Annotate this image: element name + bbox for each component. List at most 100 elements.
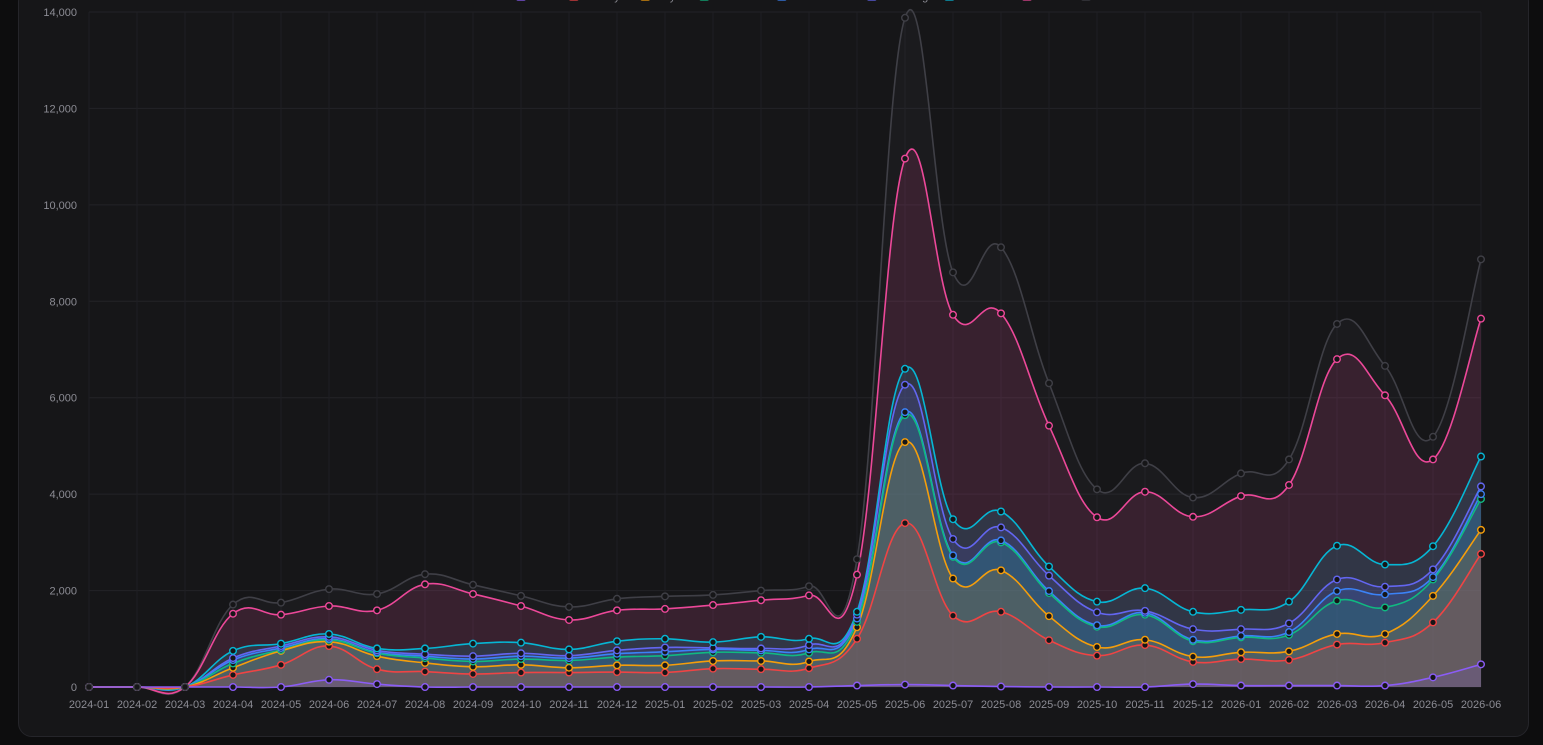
point-coaching[interactable] [997,523,1006,532]
point-coaching[interactable] [469,652,478,661]
point-other[interactable] [469,580,478,589]
point-anxiety[interactable] [757,665,766,674]
point-loan[interactable] [1476,660,1485,669]
point-doubt[interactable] [757,596,766,605]
point-other[interactable] [517,591,526,600]
point-silly[interactable] [901,438,910,447]
point-loan[interactable] [1188,680,1197,689]
point-schedule[interactable] [1332,541,1341,550]
point-schedule[interactable] [1284,597,1293,606]
point-schedule[interactable] [901,364,910,373]
point-doubt[interactable] [805,591,814,600]
point-loan[interactable] [1236,681,1245,690]
point-doubt[interactable] [421,580,430,589]
point-silly[interactable] [805,657,814,666]
point-silly[interactable] [1428,591,1437,600]
point-loan[interactable] [277,683,286,692]
point-loan[interactable] [228,683,237,692]
point-loan[interactable] [949,681,958,690]
legend-item-anxiety[interactable]: Anxiety [569,0,621,3]
point-schedule[interactable] [613,637,622,646]
point-schedule[interactable] [853,607,862,616]
point-doubt[interactable] [613,606,622,615]
point-doubt[interactable] [565,615,574,624]
point-doubt[interactable] [325,602,334,611]
point-anxiety[interactable] [805,664,814,673]
point-silly[interactable] [757,656,766,665]
point-schedule[interactable] [1428,542,1437,551]
point-coaching[interactable] [517,649,526,658]
point-doubt[interactable] [277,610,286,619]
point-loan[interactable] [565,683,574,692]
legend-item-loan[interactable]: Loan [516,0,555,3]
point-silly[interactable] [1332,629,1341,638]
point-loan[interactable] [997,682,1006,691]
point-loan[interactable] [517,683,526,692]
point-doubt[interactable] [1380,391,1389,400]
point-loan[interactable] [853,681,862,690]
point-mock-tests[interactable] [901,408,910,417]
point-other[interactable] [1476,255,1485,264]
legend-item-doubt[interactable]: Doubt [1022,0,1066,3]
point-other[interactable] [1332,319,1341,328]
point-schedule[interactable] [1092,597,1101,606]
point-schedule[interactable] [517,638,526,647]
point-revision[interactable] [1380,603,1389,612]
legend-item-revision[interactable]: Revision [699,0,756,3]
point-other[interactable] [180,683,189,692]
point-doubt[interactable] [709,601,718,610]
point-other[interactable] [757,586,766,595]
point-loan[interactable] [1044,683,1053,692]
point-anxiety[interactable] [901,519,910,528]
point-doubt[interactable] [1332,355,1341,364]
point-anxiety[interactable] [1092,651,1101,660]
legend-item-silly[interactable]: Silly [640,0,676,3]
point-other[interactable] [1380,361,1389,370]
point-anxiety[interactable] [1428,618,1437,627]
point-loan[interactable] [901,680,910,689]
point-coaching[interactable] [661,643,670,652]
point-loan[interactable] [1140,683,1149,692]
point-silly[interactable] [997,566,1006,575]
point-mock-tests[interactable] [1284,628,1293,637]
point-loan[interactable] [805,683,814,692]
point-doubt[interactable] [1236,492,1245,501]
point-other[interactable] [1044,379,1053,388]
point-coaching[interactable] [1284,619,1293,628]
point-doubt[interactable] [1428,455,1437,464]
point-anxiety[interactable] [1332,640,1341,649]
point-other[interactable] [132,683,141,692]
point-other[interactable] [421,570,430,579]
point-schedule[interactable] [997,507,1006,516]
point-mock-tests[interactable] [1188,635,1197,644]
point-coaching[interactable] [1188,625,1197,634]
point-schedule[interactable] [373,644,382,653]
point-other[interactable] [805,582,814,591]
point-loan[interactable] [1428,673,1437,682]
point-silly[interactable] [661,661,670,670]
point-mock-tests[interactable] [949,551,958,560]
point-schedule[interactable] [1140,584,1149,593]
legend-item-mock-tests[interactable]: Mock Tests [777,0,847,3]
point-doubt[interactable] [853,570,862,579]
point-schedule[interactable] [805,634,814,643]
point-schedule[interactable] [709,638,718,647]
point-loan[interactable] [1380,681,1389,690]
legend-item-other[interactable]: Other [1081,0,1124,3]
point-loan[interactable] [661,683,670,692]
point-doubt[interactable] [661,604,670,613]
point-mock-tests[interactable] [1092,621,1101,630]
point-anxiety[interactable] [373,665,382,674]
point-anxiety[interactable] [997,607,1006,616]
point-silly[interactable] [1236,648,1245,657]
point-schedule[interactable] [277,639,286,648]
point-other[interactable] [1236,469,1245,478]
point-coaching[interactable] [949,534,958,543]
point-doubt[interactable] [469,589,478,598]
point-other[interactable] [1284,455,1293,464]
point-anxiety[interactable] [949,611,958,620]
point-other[interactable] [1428,432,1437,441]
point-coaching[interactable] [1380,582,1389,591]
point-silly[interactable] [1140,635,1149,644]
point-anxiety[interactable] [1380,638,1389,647]
